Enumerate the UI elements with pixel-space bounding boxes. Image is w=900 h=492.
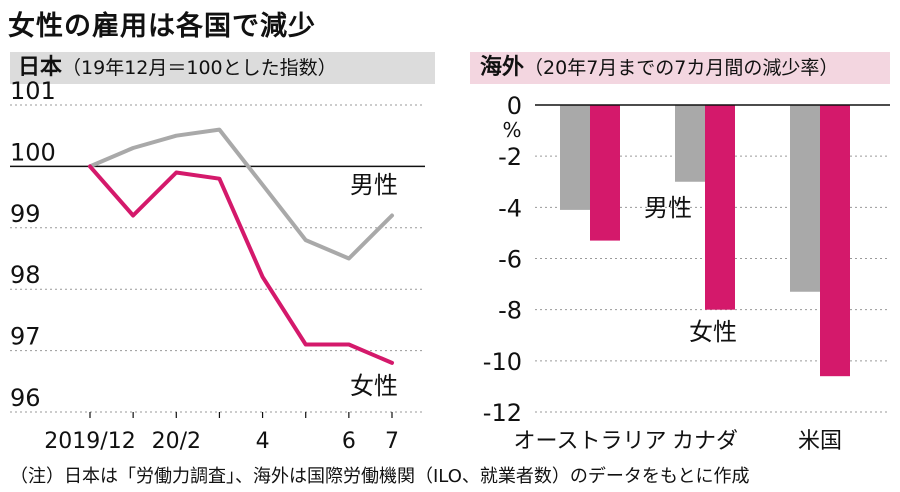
japan-y-tick-label: 99 bbox=[10, 200, 41, 228]
overseas-women-bar bbox=[705, 105, 735, 310]
overseas-y-tick-label: -2 bbox=[498, 143, 522, 171]
chart-title: 女性の雇用は各国で減少 bbox=[8, 11, 316, 42]
japan-men-label: 男性 bbox=[350, 171, 398, 199]
overseas-panel-header: 海外（20年7月までの7カ月間の減少率） bbox=[470, 52, 890, 84]
japan-y-tick-label: 98 bbox=[10, 261, 41, 289]
japan-x-tick-label: 7 bbox=[385, 429, 399, 454]
overseas-y-tick-label: 0 bbox=[507, 92, 522, 120]
japan-y-tick-label: 100 bbox=[10, 138, 56, 166]
japan-header-sub: （19年12月＝100とした指数） bbox=[62, 57, 337, 79]
japan-panel-header: 日本（19年12月＝100とした指数） bbox=[10, 52, 435, 84]
japan-header-main: 日本 bbox=[18, 55, 63, 80]
japan-y-tick-label: 96 bbox=[10, 384, 41, 412]
overseas-category-label: オーストラリア bbox=[514, 429, 667, 454]
japan-x-tick-label: 2019/12 bbox=[44, 429, 135, 454]
overseas-women-bar bbox=[590, 105, 620, 241]
overseas-men-bar bbox=[560, 105, 590, 210]
japan-women-line bbox=[88, 164, 394, 365]
overseas-y-tick-label: -6 bbox=[498, 246, 522, 274]
overseas-y-tick-label: -4 bbox=[498, 194, 522, 222]
overseas-women-bar bbox=[820, 105, 850, 377]
overseas-women-label: 女性 bbox=[689, 318, 737, 346]
japan-y-tick-label: 97 bbox=[10, 323, 41, 351]
japan-x-tick-label: 6 bbox=[342, 429, 356, 454]
overseas-y-tick-label: -12 bbox=[483, 399, 522, 427]
overseas-header-sub: （20年7月までの7カ月間の減少率） bbox=[524, 57, 839, 79]
overseas-category-label: 米国 bbox=[798, 429, 842, 454]
overseas-category-label: カナダ bbox=[672, 429, 738, 454]
overseas-header-main: 海外 bbox=[480, 55, 525, 80]
source-note: （注）日本は「労働力調査」、海外は国際労働機関（ILO、就業者数）のデータをもと… bbox=[10, 466, 750, 487]
overseas-men-bar bbox=[675, 105, 705, 182]
japan-men-line bbox=[88, 127, 394, 261]
japan-x-tick-label: 4 bbox=[256, 429, 270, 454]
japan-women-label: 女性 bbox=[350, 372, 398, 400]
overseas-y-unit: % bbox=[502, 118, 521, 142]
overseas-men-bar bbox=[790, 105, 820, 292]
overseas-men-label: 男性 bbox=[644, 194, 692, 222]
overseas-y-tick-label: -8 bbox=[498, 297, 522, 325]
japan-y-tick-label: 101 bbox=[10, 77, 56, 105]
japan-x-tick-label: 20/2 bbox=[152, 429, 201, 454]
overseas-y-tick-label: -10 bbox=[483, 348, 522, 376]
